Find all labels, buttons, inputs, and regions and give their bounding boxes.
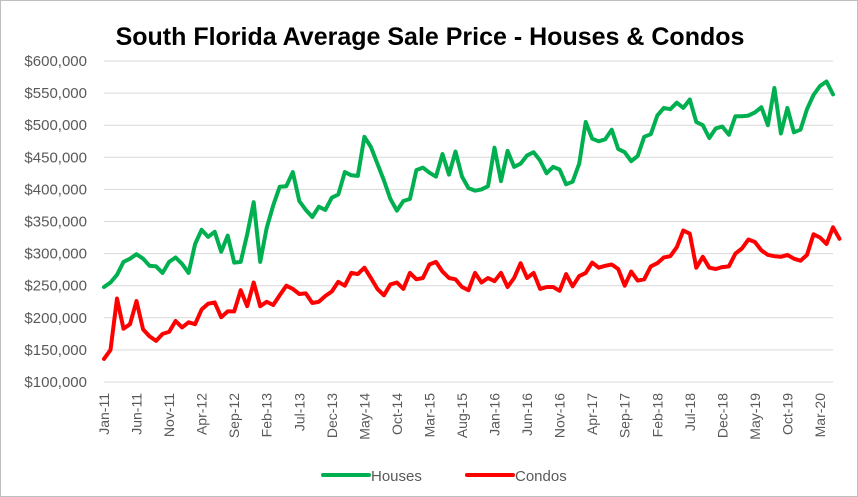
x-tick-label: Jul-13 [291,393,307,431]
x-tick-label: Jan-11 [96,393,112,435]
y-tick-label: $500,000 [24,117,87,134]
x-tick-label: Jun-16 [519,393,535,436]
chart-title: South Florida Average Sale Price - House… [116,23,745,51]
x-tick-label: Dec-18 [714,393,730,438]
x-tick-label: Jun-11 [129,393,145,435]
x-tick-label: Jan-16 [487,393,503,436]
x-tick-label: Aug-15 [454,393,470,438]
x-tick-label: Oct-19 [779,393,795,435]
x-tick-label: May-14 [356,393,372,440]
x-tick-label: Sep-12 [226,393,242,438]
y-tick-label: $100,000 [24,374,87,391]
y-tick-label: $250,000 [24,278,87,295]
grid-lines [104,60,833,383]
y-tick-label: $150,000 [24,342,87,359]
x-axis: Jan-11 Jun-11 Nov-11 Apr-12 Sep-12 Feb-13 Jul-… [96,381,833,440]
x-tick-label: Oct-14 [389,393,405,435]
y-tick-label: $550,000 [24,85,87,102]
y-tick-label: $600,000 [24,53,87,70]
x-tick-label: Apr-12 [194,393,210,435]
y-tick-label: $350,000 [24,214,87,231]
x-tick-label: Apr-17 [584,393,600,435]
x-tick-label: Nov-16 [552,393,568,438]
legend-label-condos: Condos [515,468,567,485]
x-tick-label: May-19 [747,393,763,440]
x-tick-label: Nov-11 [161,393,177,437]
legend-label-houses: Houses [371,468,422,485]
y-tick-label: $200,000 [24,310,87,327]
legend: Houses Condos [321,468,567,485]
y-tick-label: $400,000 [24,181,87,198]
series-lines [102,79,842,361]
y-tick-label: $300,000 [24,246,87,263]
y-axis: $100,000 $150,000 $200,000 $250,000 $300,000… [24,53,87,391]
x-tick-label: Dec-13 [324,393,340,438]
y-tick-label: $450,000 [24,149,87,166]
x-tick-label: Mar-20 [812,393,828,438]
x-tick-label: Sep-17 [617,393,633,438]
series-line-condos [102,225,842,361]
series-line-houses [102,79,835,289]
x-tick-label: Jul-18 [682,393,698,431]
x-tick-label: Feb-13 [259,393,275,438]
x-tick-label: Feb-18 [649,393,665,438]
x-tick-label: Mar-15 [421,393,437,438]
